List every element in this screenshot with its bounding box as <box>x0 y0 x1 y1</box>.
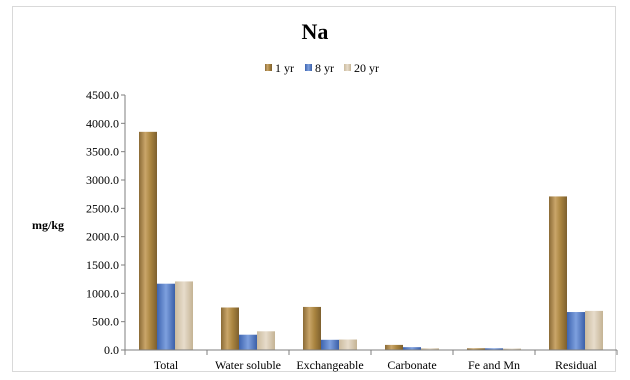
y-tick-label: 2000.0 <box>86 230 119 244</box>
bar <box>385 344 403 350</box>
bars <box>139 131 603 350</box>
legend-label-20yr: 20 yr <box>354 61 379 75</box>
bar <box>221 307 239 350</box>
legend-swatch-1yr <box>265 64 272 71</box>
bar <box>321 339 339 350</box>
legend-swatch-8yr <box>305 64 312 71</box>
y-axis: 0.0 500.0 1000.0 1500.0 2000.0 2500.0 3000.0 35… <box>86 88 126 357</box>
bar <box>139 131 157 350</box>
y-tick-label: 0.0 <box>104 343 119 357</box>
x-category-label: Total <box>154 358 179 372</box>
bar <box>421 348 439 350</box>
bar <box>257 331 275 350</box>
x-category-label: Carbonate <box>387 358 436 372</box>
y-tick-label: 3000.0 <box>86 173 119 187</box>
bar <box>303 306 321 350</box>
y-tick-label: 4500.0 <box>86 88 119 102</box>
y-tick-label: 1000.0 <box>86 286 119 300</box>
bar <box>503 348 521 350</box>
legend-label-1yr: 1 yr <box>275 61 294 75</box>
bar <box>549 196 567 350</box>
y-axis-label: mg/kg <box>32 218 64 232</box>
bar <box>239 334 257 350</box>
y-tick-label: 500.0 <box>92 315 119 329</box>
x-category-label: Fe and Mn <box>468 358 520 372</box>
x-category-label: Residual <box>555 358 598 372</box>
y-tick-label: 4000.0 <box>86 116 119 130</box>
legend-swatch-20yr <box>344 64 351 71</box>
bar <box>339 339 357 350</box>
bar <box>485 348 503 350</box>
bar <box>585 310 603 350</box>
y-tick-label: 2500.0 <box>86 201 119 215</box>
bar <box>467 348 485 350</box>
bar <box>403 347 421 350</box>
x-axis: Total Water soluble Exchangeable Carbonate F… <box>124 349 618 372</box>
bar <box>157 283 175 350</box>
bar <box>175 281 193 350</box>
y-tick-label: 3500.0 <box>86 145 119 159</box>
y-tick-label: 1500.0 <box>86 258 119 272</box>
legend: 1 yr 8 yr 20 yr <box>265 61 379 75</box>
chart-title: Na <box>302 19 329 44</box>
x-category-label: Water soluble <box>215 358 281 372</box>
bar <box>567 312 585 350</box>
legend-label-8yr: 8 yr <box>315 61 334 75</box>
x-category-label: Exchangeable <box>296 358 363 372</box>
